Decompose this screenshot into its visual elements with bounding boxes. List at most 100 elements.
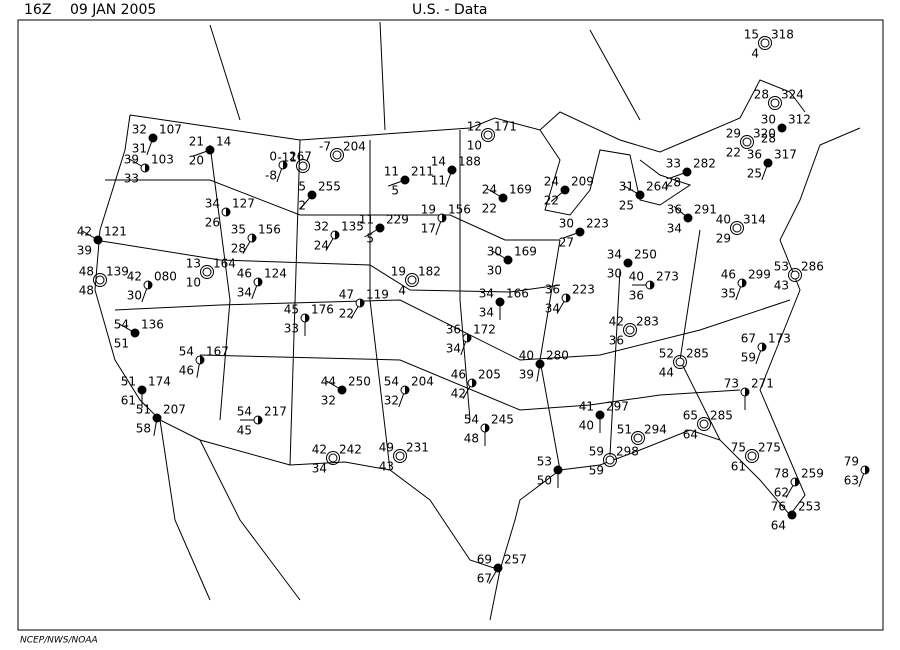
station-circle xyxy=(682,167,692,177)
calm-ring xyxy=(405,273,419,287)
temperature: 76 xyxy=(771,500,786,514)
station-plot: 49 43 231 xyxy=(379,441,429,474)
temperature: 51 xyxy=(136,403,151,417)
station-plot: 36 25 317 xyxy=(747,148,797,181)
station-half xyxy=(762,343,766,351)
temperature: 54 xyxy=(179,345,194,359)
station-plot: 41 40 297 xyxy=(579,400,629,433)
dewpoint: 63 xyxy=(844,474,859,488)
dewpoint: 59 xyxy=(589,464,604,478)
dewpoint: 30 xyxy=(127,289,142,303)
temperature: 13 xyxy=(186,257,201,271)
dewpoint: 5 xyxy=(391,184,399,198)
station-circle xyxy=(148,133,158,143)
station-half xyxy=(145,164,149,172)
station-plot: 45 33 176 xyxy=(284,303,334,336)
dewpoint: 34 xyxy=(545,302,560,316)
dewpoint: 48 xyxy=(464,432,479,446)
station-half xyxy=(467,334,471,342)
station-circle xyxy=(742,137,752,147)
temperature: 30 xyxy=(761,113,776,127)
pressure: 271 xyxy=(751,377,774,391)
station-circle xyxy=(202,267,212,277)
station-plot: 67 59 173 xyxy=(741,332,791,365)
station-circle xyxy=(447,165,457,175)
temperature: 53 xyxy=(774,260,789,274)
station-plot: 42 39 121 xyxy=(77,225,127,258)
station-plot: 54 46 167 xyxy=(179,345,229,378)
station-plot: 51 294 xyxy=(617,423,667,445)
station-plot: 11 5 229 xyxy=(359,213,409,246)
station-circle xyxy=(553,465,563,475)
station-half xyxy=(258,416,262,424)
dewpoint: 34 xyxy=(312,462,327,476)
temperature: 53 xyxy=(537,455,552,469)
station-plot: 11 5 211 xyxy=(384,165,434,198)
station-circle xyxy=(337,385,347,395)
dewpoint: 28 xyxy=(761,132,776,146)
pressure: 285 xyxy=(686,347,709,361)
dewpoint: 17 xyxy=(421,222,436,236)
dewpoint: 62 xyxy=(774,486,789,500)
station-circle xyxy=(763,158,773,168)
calm-ring xyxy=(740,135,754,149)
dewpoint: -8 xyxy=(265,169,277,183)
header-title: U.S. - Data xyxy=(412,2,487,18)
dewpoint: 50 xyxy=(537,474,552,488)
dewpoint: 22 xyxy=(544,194,559,208)
dewpoint: 22 xyxy=(482,202,497,216)
pressure: 139 xyxy=(106,265,129,279)
station-plot: 12 10 171 xyxy=(467,120,517,153)
station-circle xyxy=(777,123,787,133)
dewpoint: 4 xyxy=(398,284,406,298)
station-plot: 65 64 285 xyxy=(683,409,733,442)
temperature: 32 xyxy=(132,123,147,137)
station-plot: 39 33 103 xyxy=(124,153,174,186)
temperature: 14 xyxy=(431,155,446,169)
station-plot: 36 34 172 xyxy=(446,323,496,356)
calm-ring xyxy=(788,268,802,282)
calm-ring xyxy=(673,355,687,369)
station-circle xyxy=(623,258,633,268)
dewpoint: 11 xyxy=(431,174,446,188)
pressure: 283 xyxy=(636,315,659,329)
dewpoint: 39 xyxy=(519,368,534,382)
temperature: 28 xyxy=(754,88,769,102)
temperature: 11 xyxy=(384,165,399,179)
pressure: 231 xyxy=(406,441,429,455)
station-plot: 51 61 174 xyxy=(121,375,171,408)
calm-ring xyxy=(758,36,772,50)
station-circle xyxy=(560,185,570,195)
pressure: 136 xyxy=(141,318,164,332)
station-plot: 42 30 080 xyxy=(127,270,177,303)
station-circle xyxy=(493,563,503,573)
temperature: 67 xyxy=(741,332,756,346)
station-plot: 42 34 242 xyxy=(312,443,362,476)
temperature: 52 xyxy=(659,347,674,361)
dewpoint: 64 xyxy=(683,428,698,442)
temperature: 29 xyxy=(726,127,741,141)
temperature: 12 xyxy=(467,120,482,134)
temperature: 31 xyxy=(619,180,634,194)
pressure: 223 xyxy=(572,283,595,297)
station-circle xyxy=(93,235,103,245)
temperature: 30 xyxy=(487,245,502,259)
station-circle xyxy=(503,255,513,265)
station-plot: 35 28 156 xyxy=(231,223,281,256)
dewpoint: 10 xyxy=(467,139,482,153)
station-circle xyxy=(675,357,685,367)
temperature: 41 xyxy=(579,400,594,414)
temperature: 40 xyxy=(716,213,731,227)
footer-credit: NCEP/NWS/NOAA xyxy=(20,636,98,646)
station-plot: 54 48 245 xyxy=(464,413,514,446)
dewpoint: 61 xyxy=(121,394,136,408)
calm-ring xyxy=(393,449,407,463)
pressure: 124 xyxy=(264,267,287,281)
temperature: 59 xyxy=(589,445,604,459)
dewpoint: 32 xyxy=(384,394,399,408)
dewpoint: 48 xyxy=(79,284,94,298)
temperature: 19 xyxy=(391,265,406,279)
pressure: 291 xyxy=(694,203,717,217)
